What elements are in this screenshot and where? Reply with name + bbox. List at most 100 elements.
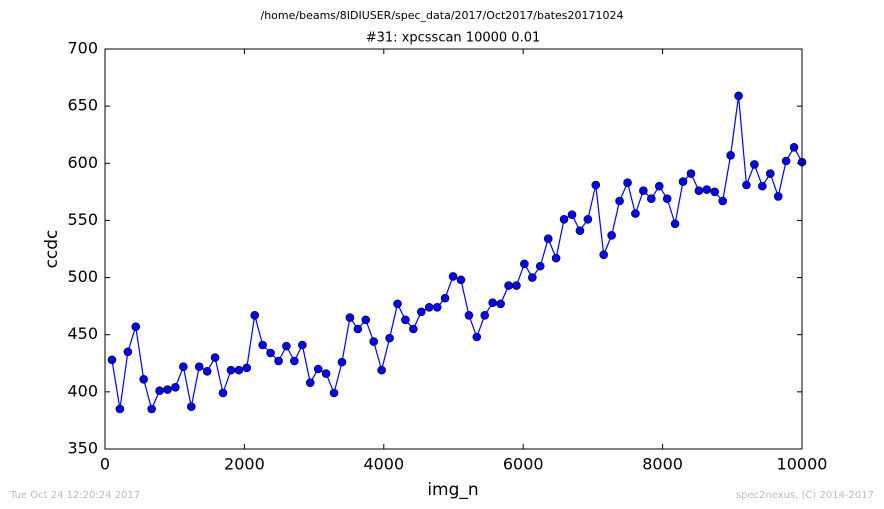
data-point [488,298,497,308]
data-point [155,386,164,396]
data-point [115,404,125,414]
data-point [535,261,545,271]
data-point [409,324,418,334]
data-point [456,275,466,285]
footer-left: Tue Oct 24 12:20:24 2017 [9,490,140,501]
data-point [163,385,172,394]
data-point [282,341,291,351]
data-point [639,186,648,196]
data-point [472,332,482,342]
data-point [583,214,593,224]
data-point [440,293,450,303]
y-tick-label: 450 [67,324,98,343]
data-point [599,250,609,260]
data-point [393,299,402,309]
data-point [575,226,585,236]
data-point [234,365,244,375]
data-point [131,322,141,332]
data-point [734,91,743,101]
y-tick-label: 500 [67,267,98,286]
data-point [567,210,577,220]
data-point [615,196,624,206]
data-point [210,353,220,362]
data-point [353,324,363,334]
data-point [123,347,133,357]
footer-right: spec2nexus, (C) 2014-2017 [736,490,874,501]
data-point [623,178,632,188]
data-point [543,234,553,244]
data-point [202,366,212,376]
data-point [401,315,410,325]
x-axis-label: img_n [427,480,478,500]
chart-title: #31: xpcsscan 10000 0.01 [366,31,541,46]
data-point [678,177,688,186]
data-point [789,142,799,152]
data-point [758,181,767,191]
data-point [171,382,180,392]
data-point [218,388,228,398]
y-axis-label: ccdc [42,230,62,269]
data-point [607,230,616,240]
data-point [726,150,735,160]
data-point [718,196,727,206]
plot-frame [104,48,803,450]
data-point [274,356,283,366]
data-point [496,299,505,309]
data-point [242,363,252,373]
data-point [369,337,378,346]
data-point [226,365,236,375]
y-tick-label: 600 [67,153,98,172]
data-point [694,186,704,196]
data-point [345,313,355,322]
data-point [329,388,339,398]
data-point [186,402,196,412]
data-point [773,192,783,201]
data-point [290,356,299,366]
data-point [258,340,267,350]
data-point [710,187,720,197]
data-point [321,369,331,378]
y-tick-label: 550 [67,210,98,229]
data-point [377,365,386,375]
data-point [107,355,117,365]
x-tick-label: 0 [100,455,110,474]
data-point [448,272,458,281]
data-point [385,333,394,343]
data-point [686,169,696,178]
data-point [194,362,204,372]
y-tick-label: 650 [67,96,98,115]
data-point [432,302,442,312]
data-point [305,378,315,388]
data-point [480,310,490,320]
suptitle: /home/beams/8IDIUSER/spec_data/2017/Oct2… [261,9,624,22]
data-point [520,259,529,269]
data-point [313,364,323,374]
data-point [464,310,474,320]
data-point [591,180,601,190]
x-tick-label: 2000 [224,455,265,474]
data-point [631,209,640,218]
data-point [512,281,521,290]
data-point [147,404,156,414]
data-point [559,214,569,224]
data-point [139,374,148,384]
data-point [654,181,664,191]
data-point [266,348,275,358]
data-point [361,315,371,325]
data-point [250,310,260,320]
data-point [416,307,426,317]
x-tick-label: 6000 [503,455,544,474]
data-point [504,281,513,290]
data-point [781,156,791,166]
data-point [670,219,680,229]
data-point [702,185,712,194]
y-tick-label: 700 [67,39,98,58]
data-point [647,194,656,204]
x-tick-label: 4000 [363,455,404,474]
data-point [765,169,775,178]
data-point [179,362,188,372]
data-point [298,340,307,350]
data-point [528,273,537,282]
data-point [742,180,751,190]
